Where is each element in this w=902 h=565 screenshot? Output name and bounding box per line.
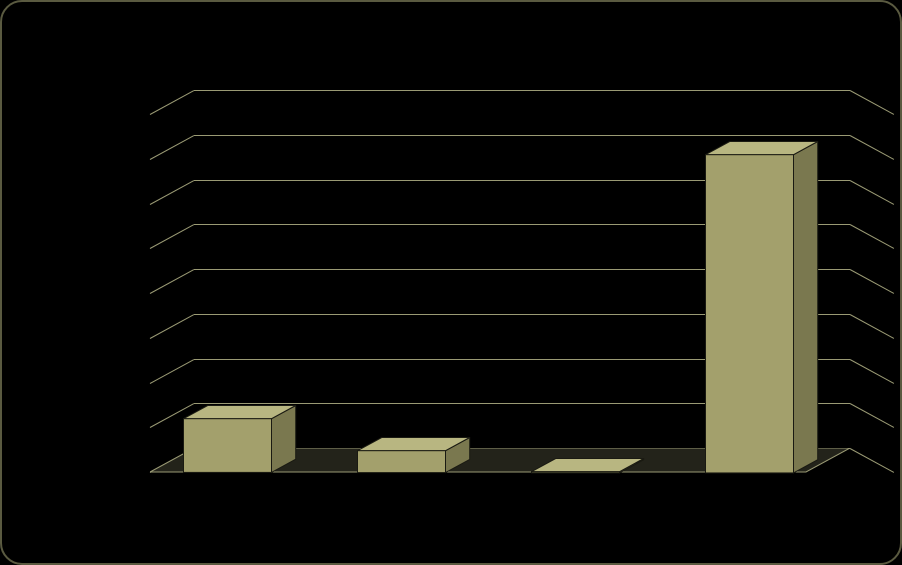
chart-frame xyxy=(0,0,902,565)
bar xyxy=(531,458,645,474)
bar xyxy=(357,437,471,474)
bar xyxy=(183,405,297,474)
bar-chart xyxy=(150,90,850,472)
bar xyxy=(705,141,819,474)
